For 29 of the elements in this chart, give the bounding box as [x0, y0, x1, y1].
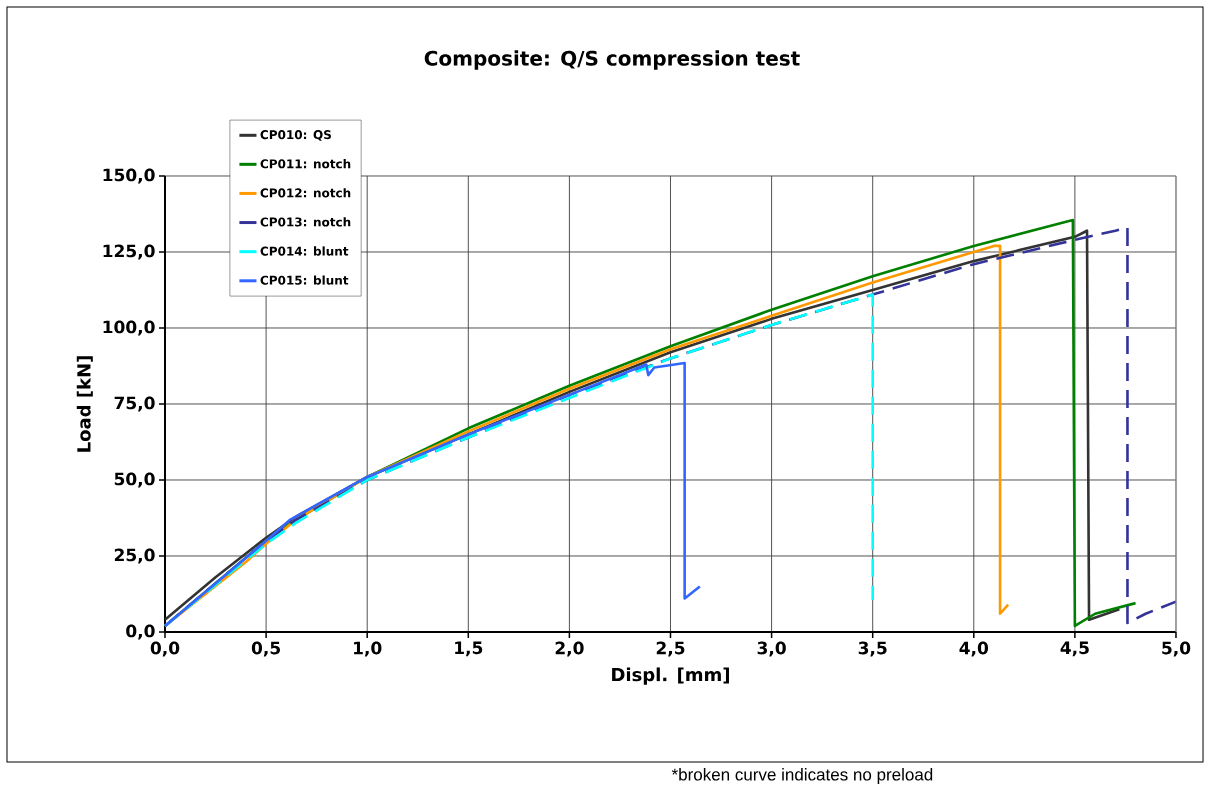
y-tick-label: 100,0 [103, 320, 155, 336]
y-axis-title: Load [kN] [76, 356, 93, 452]
x-tick-label: 0,5 [251, 641, 280, 657]
x-tick-label: 4,0 [959, 641, 989, 657]
x-tick-label: 3,5 [858, 641, 887, 657]
legend-label: CP010: QS [260, 130, 331, 141]
text: *broken curve indicates no preload [671, 768, 933, 784]
y-tick-label: 25,0 [114, 548, 155, 564]
x-tick-label: 2,0 [555, 641, 584, 657]
x-tick-label: 1,5 [455, 641, 483, 657]
x-tick-label: 4,5 [1060, 641, 1089, 657]
y-tick-label: 150,0 [103, 168, 155, 184]
legend-label: CP011: notch [260, 159, 351, 169]
x-tick-label: 3,0 [757, 641, 786, 657]
chart-title: Composite: Q/S compression test [424, 50, 800, 70]
x-tick-label: 0,0 [150, 641, 180, 657]
y-tick-label: 125,0 [103, 244, 155, 260]
y-tick-label: 0,0 [126, 624, 155, 640]
x-tick-label: 1,0 [354, 641, 382, 657]
legend-label: CP013: notch [260, 217, 351, 227]
legend-label: CP012: notch [260, 188, 351, 198]
x-tick-label: 2,5 [656, 641, 685, 657]
y-tick-label: 50,0 [114, 472, 155, 488]
legend-label: CP015: blunt [260, 275, 349, 285]
x-axis-title: Displ. [mm] [612, 667, 729, 685]
y-tick-label: 75,0 [114, 396, 155, 412]
legend-label: CP014: blunt [260, 246, 349, 256]
line-series [163, 361, 702, 628]
x-tick-label: 5,0 [1162, 641, 1191, 657]
